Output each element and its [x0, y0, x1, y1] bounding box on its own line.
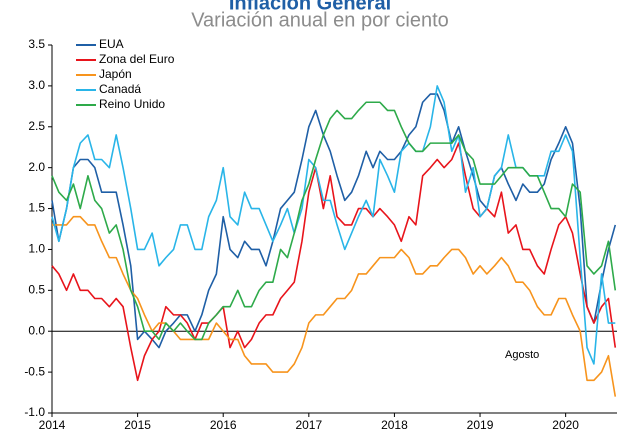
- chart-subtitle: Variación anual en por ciento: [191, 9, 449, 31]
- x-tick-label: 2014: [39, 418, 66, 432]
- x-tick-label: 2016: [210, 418, 237, 432]
- y-tick-label: 3.5: [28, 37, 45, 51]
- y-tick-label: 1.5: [28, 201, 45, 215]
- y-tick-label: 0.0: [28, 323, 45, 337]
- annotation: Agosto: [505, 349, 539, 361]
- y-tick-label: 2.5: [28, 119, 45, 133]
- y-tick-label: -0.5: [24, 364, 45, 378]
- y-tick-label: 1.0: [28, 242, 45, 256]
- x-tick-label: 2020: [552, 418, 579, 432]
- legend-label: Reino Unido: [99, 97, 165, 111]
- y-tick-label: 2.0: [28, 160, 45, 174]
- y-tick-label: 3.0: [28, 78, 45, 92]
- series-line: [52, 215, 617, 397]
- legend-label: Japón: [99, 67, 132, 81]
- series-line: [51, 93, 617, 349]
- x-tick-label: 2015: [124, 418, 151, 432]
- legend-label: Canadá: [99, 82, 141, 96]
- series-line: [51, 142, 617, 382]
- legend-label: EUA: [99, 37, 124, 51]
- x-tick-label: 2017: [295, 418, 322, 432]
- y-tick-label: -1.0: [24, 405, 45, 419]
- chart-title: Inflación General: [229, 0, 391, 14]
- x-tick-label: 2018: [381, 418, 408, 432]
- y-tick-label: 0.5: [28, 283, 45, 297]
- x-tick-label: 2019: [467, 418, 494, 432]
- legend-label: Zona del Euro: [99, 52, 175, 66]
- series-line: [51, 101, 617, 341]
